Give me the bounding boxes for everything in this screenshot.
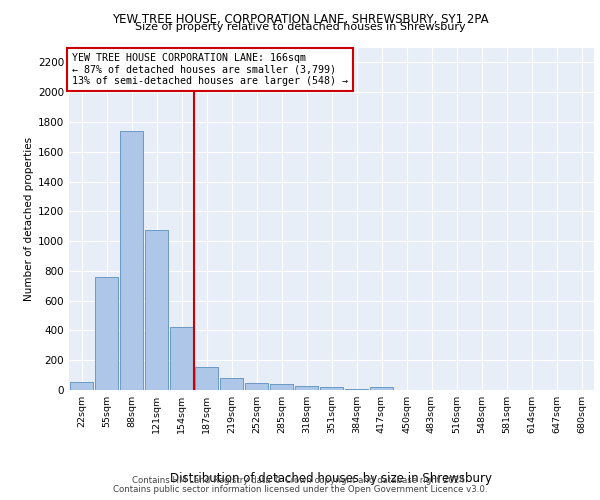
Bar	[320, 388, 343, 390]
Text: YEW TREE HOUSE, CORPORATION LANE, SHREWSBURY, SY1 2PA: YEW TREE HOUSE, CORPORATION LANE, SHREWS…	[112, 12, 488, 26]
Text: Size of property relative to detached houses in Shrewsbury: Size of property relative to detached ho…	[134, 22, 466, 32]
Text: Contains public sector information licensed under the Open Government Licence v3: Contains public sector information licen…	[113, 484, 487, 494]
Bar	[220, 378, 243, 390]
X-axis label: Distribution of detached houses by size in Shrewsbury: Distribution of detached houses by size …	[170, 472, 493, 485]
Bar	[295, 386, 318, 390]
Bar	[270, 384, 293, 390]
Bar	[170, 328, 193, 390]
Bar	[145, 230, 168, 390]
Bar	[70, 382, 93, 390]
Y-axis label: Number of detached properties: Number of detached properties	[24, 136, 34, 301]
Bar	[195, 367, 218, 390]
Text: Contains HM Land Registry data © Crown copyright and database right 2024.: Contains HM Land Registry data © Crown c…	[132, 476, 468, 485]
Bar	[245, 383, 268, 390]
Bar	[345, 389, 368, 390]
Bar	[370, 387, 393, 390]
Bar	[95, 277, 118, 390]
Bar	[120, 131, 143, 390]
Text: YEW TREE HOUSE CORPORATION LANE: 166sqm
← 87% of detached houses are smaller (3,: YEW TREE HOUSE CORPORATION LANE: 166sqm …	[71, 52, 347, 86]
